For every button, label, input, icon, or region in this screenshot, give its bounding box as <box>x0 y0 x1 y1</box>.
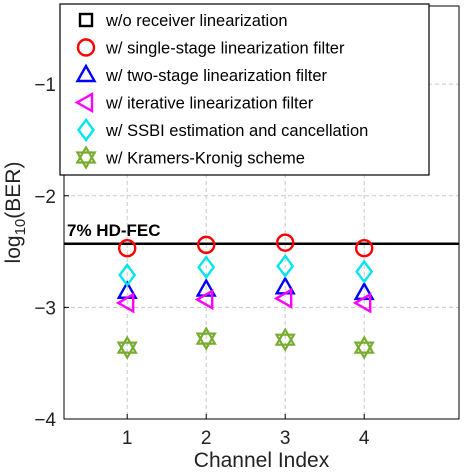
legend-marker-hexagram-tri-a <box>75 145 97 164</box>
legend-marker-diamond <box>77 118 95 142</box>
data-point-hexagram <box>274 327 296 352</box>
legend-marker-hexagram <box>75 145 97 170</box>
legend-entry-label: w/ SSBI estimation and cancellation <box>105 122 368 140</box>
data-point-circle <box>276 233 295 252</box>
y-axis-label-subscript: 10 <box>12 219 29 236</box>
data-point-hexagram-tri-a <box>274 327 296 346</box>
data-markers <box>115 150 375 360</box>
y-tick-label: −4 <box>34 410 56 431</box>
data-point-hexagram-tri-b <box>274 333 296 352</box>
legend-marker-triangle-up <box>75 63 97 83</box>
data-point-triangle-left <box>352 292 372 314</box>
legend-entry-label: w/ single-stage linearization filter <box>105 40 345 58</box>
data-point-hexagram-tri-a <box>353 335 375 354</box>
legend-entry-label: w/ Kramers-Kronig scheme <box>105 150 305 168</box>
data-point-hexagram-tri-b <box>116 341 138 360</box>
data-point-hexagram-tri-b <box>195 332 217 351</box>
legend-marker-hexagram-tri-b <box>75 151 97 170</box>
legend-marker-triangle-left <box>74 91 94 114</box>
data-point-circle <box>196 235 216 255</box>
y-axis-label-rest: (BER) <box>2 162 25 219</box>
data-point-hexagram <box>195 326 217 351</box>
data-point-hexagram <box>353 335 375 360</box>
data-point-triangle-left <box>194 289 214 311</box>
data-point-diamond <box>197 255 216 280</box>
legend-entry-label: w/o receiver linearization <box>105 12 288 30</box>
data-point-hexagram-tri-a <box>116 335 138 354</box>
x-tick-label: 3 <box>280 428 291 449</box>
legend-entry-label: w/ iterative linearization filter <box>105 95 314 113</box>
x-tick-label: 4 <box>359 428 370 449</box>
y-tick-label: −1 <box>34 75 56 96</box>
y-tick-label: −3 <box>34 298 56 319</box>
y-tick-label: −2 <box>34 187 56 208</box>
y-axis-label: log10(BER) <box>2 162 29 264</box>
data-point-hexagram-tri-b <box>353 341 375 360</box>
data-point-circle <box>355 239 374 258</box>
data-point-hexagram-tri-a <box>195 326 217 345</box>
data-point-hexagram <box>116 335 138 360</box>
x-axis-label: Channel Index <box>194 449 330 472</box>
legend-marker-square <box>78 12 94 28</box>
hd-fec-label: 7% HD-FEC <box>67 221 161 240</box>
data-point-circle <box>117 239 137 258</box>
x-tick-label: 1 <box>122 428 133 449</box>
x-tick-label: 2 <box>201 428 212 449</box>
legend-marker-circle <box>76 38 96 57</box>
data-point-diamond <box>276 254 295 279</box>
data-point-triangle-left <box>115 292 135 314</box>
data-point-diamond <box>118 263 137 288</box>
axis-ticks: 1 2 3 4 −4 −3 −2 −1 <box>34 75 370 449</box>
hd-fec-threshold: 7% HD-FEC <box>64 221 459 246</box>
legend: w/o receiver linearization w/ single-stag… <box>59 3 430 176</box>
legend-box <box>59 3 430 176</box>
y-axis-label-base: log <box>2 235 25 263</box>
data-point-diamond <box>355 259 374 284</box>
data-point-triangle-left <box>273 287 293 310</box>
legend-entry-label: w/ two-stage linearization filter <box>105 67 328 85</box>
